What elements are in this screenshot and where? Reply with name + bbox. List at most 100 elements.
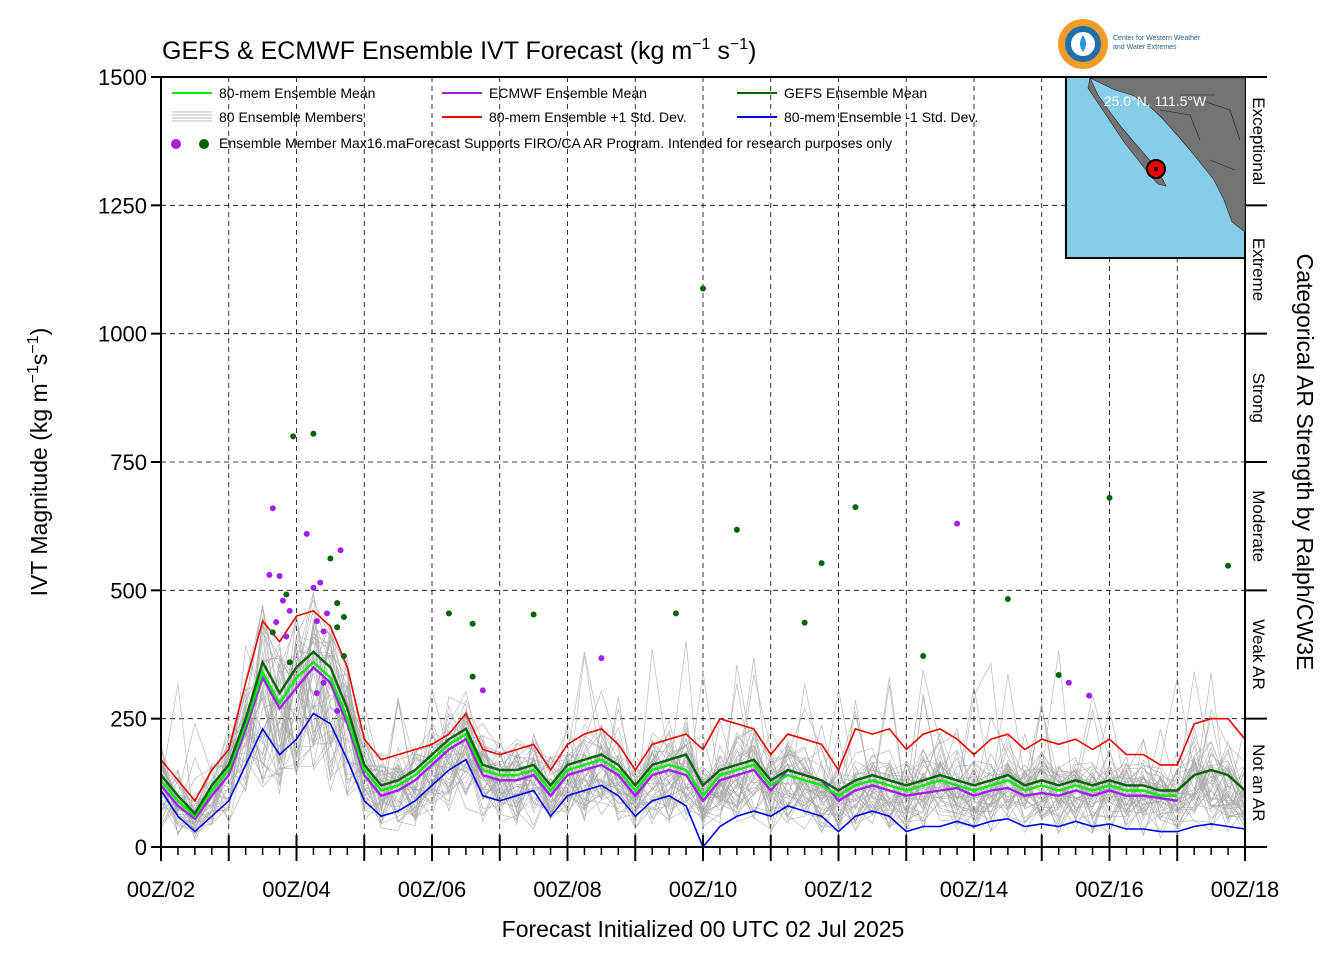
member-max-point xyxy=(1106,494,1113,501)
x-tick-label: 00Z/10 xyxy=(669,877,738,902)
ensemble-member-line xyxy=(160,640,1246,834)
x-tick-label: 00Z/08 xyxy=(533,877,602,902)
y-tick-label: 750 xyxy=(110,450,147,475)
member-max-point xyxy=(320,679,327,686)
logo-line-2: and Water Extremes xyxy=(1113,44,1177,51)
member-max-point xyxy=(273,619,280,626)
member-max-point xyxy=(337,547,344,554)
location-inset-map: 25.0°N, 111.5°W xyxy=(1065,76,1246,259)
member-max-point xyxy=(598,655,605,662)
member-max-point xyxy=(1055,672,1062,679)
member-max-point xyxy=(1065,679,1072,686)
x-tick-label: 00Z/16 xyxy=(1075,877,1144,902)
y-axis-label: IVT Magnitude (kg m−1s−1) xyxy=(25,328,52,597)
y-tick-label: 250 xyxy=(110,707,147,732)
x-tick-label: 00Z/18 xyxy=(1211,877,1280,902)
member-max-point xyxy=(269,629,276,636)
y-tick-label: 0 xyxy=(135,835,147,860)
member-max-point xyxy=(276,572,283,579)
member-max-point xyxy=(269,505,276,512)
member-max-point xyxy=(266,571,273,578)
member-max-point xyxy=(818,560,825,567)
member-max-point xyxy=(334,600,341,607)
chart-title: GEFS & ECMWF Ensemble IVT Forecast (kg m… xyxy=(162,36,756,65)
member-max-point xyxy=(1086,692,1093,699)
member-max-point xyxy=(290,433,297,440)
x-axis: 00Z/02 00Z/04 00Z/06 00Z/08 00Z/10 00Z/12 00Z/… xyxy=(127,835,1280,902)
member-max-point xyxy=(283,591,290,598)
member-max-point xyxy=(852,504,859,511)
member-max-point xyxy=(317,579,324,586)
category-label: Not an AR xyxy=(1249,744,1268,822)
legend-label-gefs-mean: GEFS Ensemble Mean xyxy=(784,85,927,101)
legend-swatch-ecmwf-max xyxy=(171,139,181,149)
series-line-2 xyxy=(160,650,1246,816)
cw3e-logo: Center for Western Weather and Water Ext… xyxy=(1058,19,1201,69)
ensemble-member-line xyxy=(160,651,1246,833)
member-max-point xyxy=(313,690,320,696)
legend-label-minus-std: 80-mem Ensemble -1 Std. Dev. xyxy=(784,109,978,125)
member-max-point xyxy=(340,653,347,660)
y-tick-label: 500 xyxy=(110,578,147,603)
member-max-point xyxy=(479,687,486,694)
x-tick-label: 00Z/14 xyxy=(940,877,1009,902)
member-max-point xyxy=(700,285,706,292)
legend: 80-mem Ensemble Mean ECMWF Ensemble Mean… xyxy=(171,85,978,151)
x-axis-label: Forecast Initialized 00 UTC 02 Jul 2025 xyxy=(502,916,905,942)
category-label: Strong xyxy=(1249,373,1268,423)
legend-label-member-max: Ensemble Member Max16.maForecast Support… xyxy=(219,135,892,151)
x-tick-label: 00Z/06 xyxy=(398,877,467,902)
legend-swatch-gefs-max xyxy=(199,139,209,149)
member-max-point xyxy=(340,614,347,621)
ensemble-member-line xyxy=(160,595,1246,828)
member-max-point xyxy=(286,607,293,614)
logo-line-1: Center for Western Weather xyxy=(1113,35,1201,42)
category-label: Weak AR xyxy=(1249,619,1268,690)
legend-label-plus-std: 80-mem Ensemble +1 Std. Dev. xyxy=(489,109,687,125)
member-max-point xyxy=(313,618,320,625)
series-line-1 xyxy=(160,665,1178,821)
inset-location-label: 25.0°N, 111.5°W xyxy=(1104,93,1207,109)
y-tick-label: 1250 xyxy=(98,193,147,218)
y-axis: 0 250 500 750 1000 1250 1500 xyxy=(98,65,161,860)
member-max-point xyxy=(733,526,740,533)
member-max-point xyxy=(334,707,341,714)
y-tick-label: 1500 xyxy=(98,65,147,90)
ensemble-member-line xyxy=(160,657,1246,832)
member-max-point xyxy=(327,555,334,562)
legend-label-members: 80 Ensemble Members xyxy=(219,109,363,125)
y-tick-label: 1000 xyxy=(98,322,147,347)
member-max-point xyxy=(954,520,961,527)
category-label: Exceptional xyxy=(1249,97,1268,185)
member-max-points xyxy=(266,285,1232,714)
member-max-point xyxy=(286,659,293,666)
member-max-point xyxy=(279,597,286,604)
ensemble-member-line xyxy=(160,625,1246,832)
member-max-point xyxy=(323,610,330,617)
member-max-point xyxy=(334,624,341,631)
right-axis-label: Categorical AR Strength by Ralph/CW3E xyxy=(1292,254,1318,671)
x-tick-label: 00Z/02 xyxy=(127,877,196,902)
legend-label-ecmwf-mean: ECMWF Ensemble Mean xyxy=(489,85,647,101)
category-label: Moderate xyxy=(1249,490,1268,562)
series-line-0 xyxy=(160,660,1178,819)
member-max-point xyxy=(672,610,679,617)
ensemble-member-line xyxy=(160,626,1246,830)
member-max-point xyxy=(801,619,808,626)
member-max-point xyxy=(469,620,476,627)
member-max-point xyxy=(530,611,537,618)
member-max-point xyxy=(310,584,317,591)
right-category-axis: Not an AR Weak AR Moderate Strong Extreme Exc… xyxy=(1245,76,1268,848)
legend-label-ens-mean: 80-mem Ensemble Mean xyxy=(219,85,375,101)
ensemble-member-line xyxy=(160,605,1246,825)
series-lines xyxy=(160,610,1246,849)
member-max-point xyxy=(320,628,327,635)
member-max-point xyxy=(310,430,317,437)
member-max-point xyxy=(1225,562,1232,569)
category-label: Extreme xyxy=(1249,238,1268,301)
member-max-point xyxy=(283,633,290,640)
ensemble-member-line xyxy=(160,618,1246,823)
member-max-point xyxy=(920,653,927,660)
x-tick-label: 00Z/12 xyxy=(804,877,873,902)
